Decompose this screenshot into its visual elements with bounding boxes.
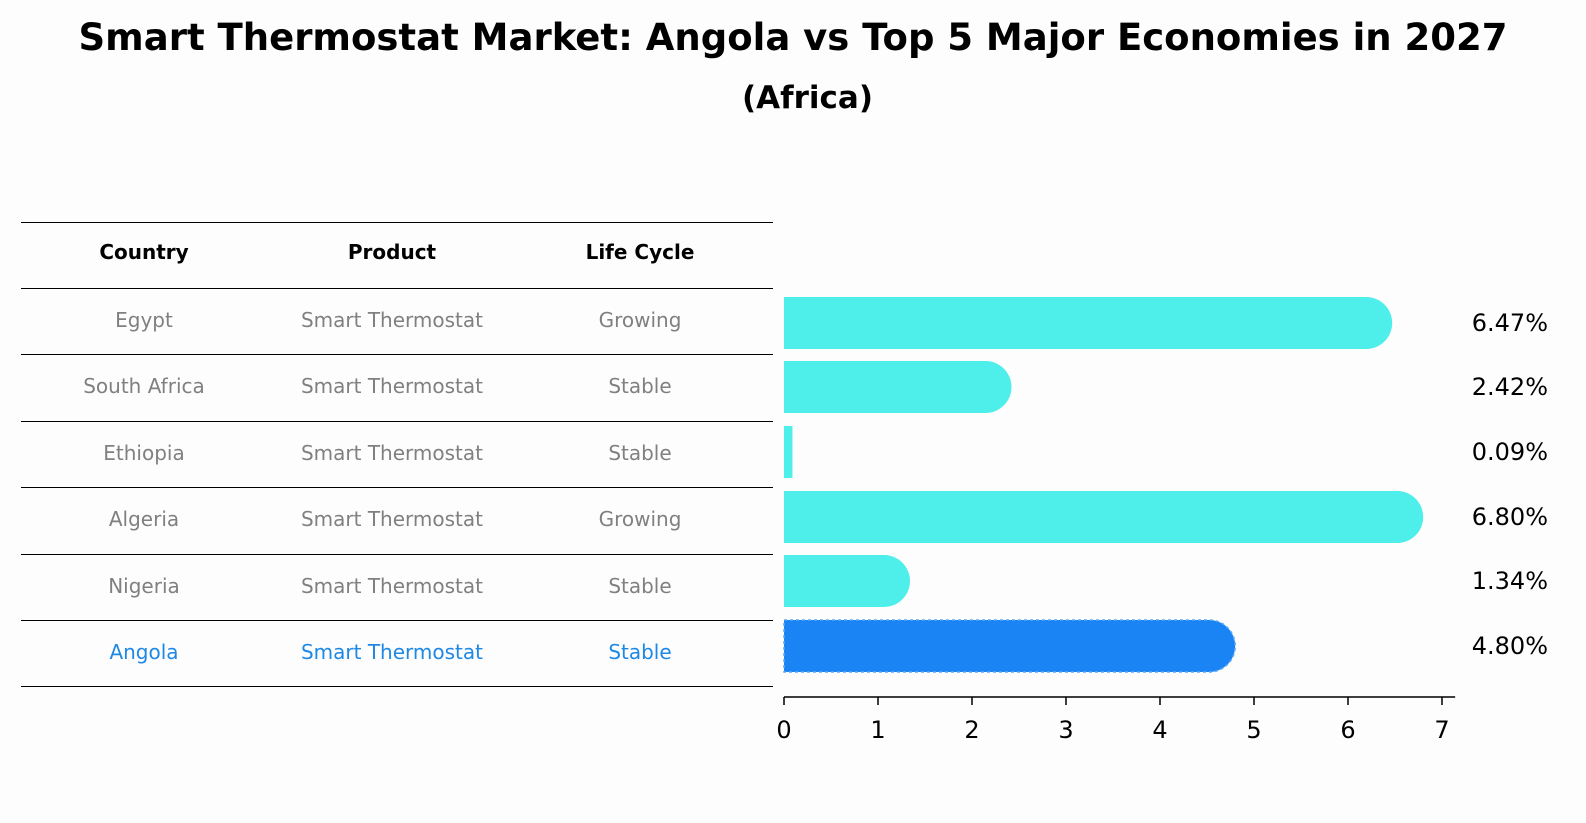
- value-label: 1.34%: [1472, 567, 1548, 595]
- cell-product: Smart Thermostat: [300, 507, 483, 532]
- value-label: 6.47%: [1472, 309, 1548, 337]
- highlight-outline: [783, 619, 1236, 673]
- cell-product: Smart Thermostat: [300, 308, 483, 332]
- table-divider: [21, 487, 773, 489]
- cell-product: Smart Thermostat: [300, 374, 483, 399]
- x-tick-label: 4: [1152, 716, 1167, 744]
- cell-life-cycle: Stable: [608, 640, 672, 664]
- cell-country: South Africa: [83, 374, 205, 399]
- cell-life-cycle: Growing: [598, 308, 682, 332]
- table-divider: [21, 420, 773, 422]
- value-label: 0.09%: [1472, 438, 1548, 466]
- table-divider: [21, 686, 773, 688]
- table-divider: [21, 222, 773, 223]
- x-tick-label: 3: [1058, 716, 1073, 744]
- table-divider: [21, 553, 773, 555]
- cell-life-cycle: Growing: [598, 507, 682, 532]
- bar-algeria: [784, 491, 1424, 543]
- header-life-cycle: Life Cycle: [585, 240, 695, 264]
- bar-nigeria: [784, 555, 910, 607]
- cell-country: Angola: [109, 640, 179, 664]
- value-label: 4.80%: [1472, 632, 1548, 660]
- cell-country: Nigeria: [108, 573, 180, 598]
- x-tick-label: 6: [1340, 716, 1355, 744]
- table-divider: [21, 620, 773, 621]
- x-tick-label: 2: [964, 716, 979, 744]
- cell-country: Ethiopia: [103, 440, 185, 465]
- table-divider: [21, 354, 773, 356]
- cell-product: Smart Thermostat: [300, 640, 483, 664]
- cell-product: Smart Thermostat: [300, 440, 483, 465]
- cell-life-cycle: Stable: [608, 374, 672, 399]
- bar-egypt: [784, 297, 1393, 349]
- chart-title: Smart Thermostat Market: Angola vs Top 5…: [78, 16, 1508, 59]
- cell-country: Algeria: [108, 507, 180, 532]
- x-tick-label: 0: [776, 716, 791, 744]
- header-product: Product: [347, 240, 437, 264]
- cell-life-cycle: Stable: [608, 573, 672, 598]
- x-tick-label: 7: [1434, 716, 1449, 744]
- cell-life-cycle: Stable: [608, 440, 672, 465]
- header-country: Country: [99, 240, 189, 264]
- table-divider: [21, 288, 773, 289]
- value-label: 2.42%: [1472, 373, 1548, 401]
- x-tick-label: 1: [870, 716, 885, 744]
- x-tick-label: 5: [1246, 716, 1261, 744]
- cell-country: Egypt: [115, 308, 173, 332]
- cell-product: Smart Thermostat: [300, 573, 483, 598]
- bar-ethiopia: [784, 426, 793, 478]
- bar-south-africa: [784, 361, 1012, 413]
- bar-angola: [784, 620, 1236, 672]
- chart-subtitle: (Africa): [741, 80, 874, 116]
- value-label: 6.80%: [1472, 503, 1548, 531]
